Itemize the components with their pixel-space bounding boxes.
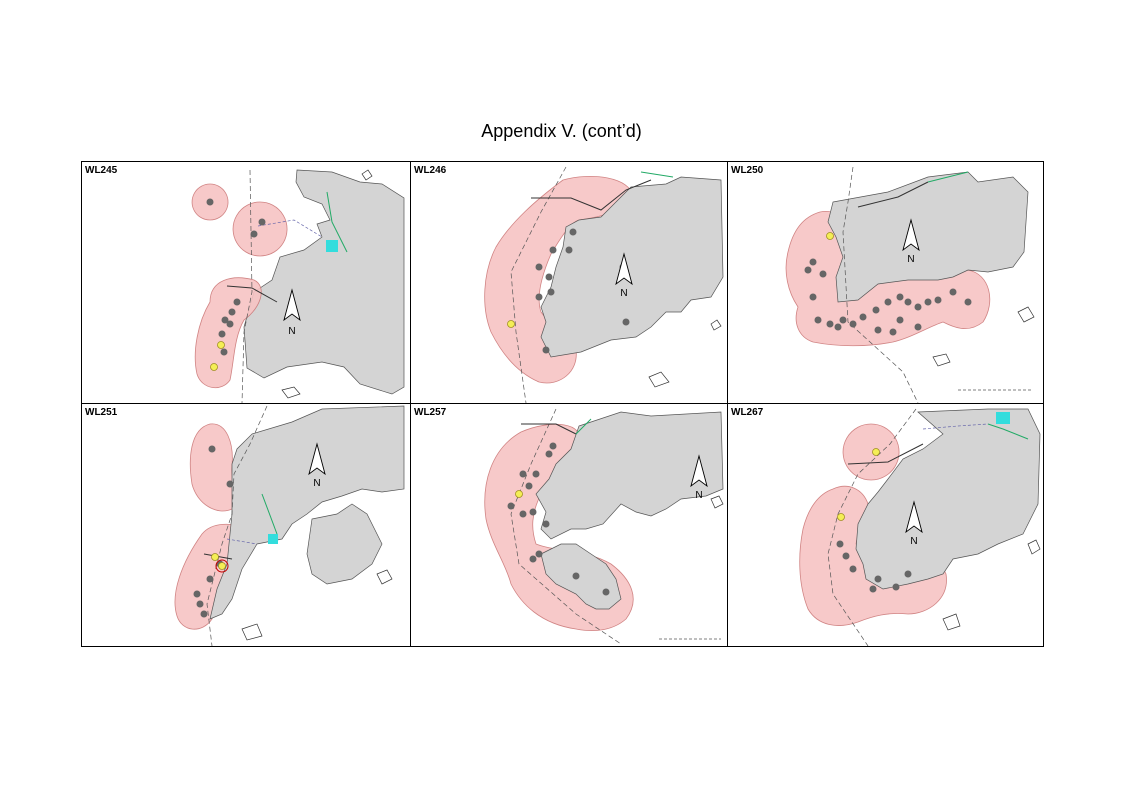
land-mass — [243, 169, 405, 395]
highlighted-points — [515, 490, 523, 498]
north-arrow: N — [690, 454, 708, 501]
highlighted-points — [211, 553, 226, 570]
page-title: Appendix V. (cont’d) — [481, 121, 642, 141]
road-line — [521, 423, 577, 435]
road-line — [640, 171, 674, 178]
map: N — [191, 169, 405, 403]
map-panel-wl245: WL245 N — [82, 162, 410, 403]
boundary-line — [922, 423, 989, 430]
north-arrow: N — [902, 218, 920, 265]
highlighted-points — [507, 320, 515, 328]
north-arrow: N — [615, 252, 633, 299]
panel-label: WL257 — [414, 407, 447, 418]
island — [648, 371, 670, 388]
grid-divider — [727, 162, 728, 646]
grid-divider — [82, 403, 1043, 404]
north-arrow-label: N — [313, 478, 320, 489]
north-arrow-label: N — [695, 490, 702, 501]
boundary-line — [510, 408, 622, 645]
road-line — [857, 181, 929, 208]
map-panel-wl246: WL246 N — [411, 162, 727, 403]
island — [932, 353, 951, 367]
sighting-points — [804, 258, 972, 336]
north-arrow-label: N — [620, 288, 627, 299]
land-mass — [209, 405, 405, 620]
road-line — [261, 493, 278, 535]
island — [710, 319, 722, 331]
north-arrow-label: N — [907, 254, 914, 265]
island — [710, 495, 724, 509]
reclamation-area — [996, 412, 1010, 424]
map: N — [484, 166, 724, 403]
map-panel-wl267: WL267 N — [728, 404, 1043, 646]
road-line — [575, 418, 592, 435]
land-mass — [540, 543, 622, 610]
road-line — [987, 423, 1029, 440]
road-line — [531, 179, 652, 211]
land-mass — [540, 176, 724, 358]
boundary-line — [842, 166, 919, 403]
panel-label: WL267 — [731, 407, 764, 418]
land-mass — [306, 503, 383, 585]
sighting-points — [193, 445, 234, 618]
road-line — [847, 443, 924, 465]
boundary-line — [510, 166, 567, 403]
reclamation-area — [326, 240, 338, 252]
sighting-points — [836, 540, 912, 593]
island — [376, 569, 393, 585]
map: N — [174, 405, 405, 646]
island — [942, 613, 961, 631]
map: N — [484, 408, 724, 645]
highlighted-points — [826, 232, 834, 240]
boundary-line — [257, 219, 323, 238]
road-line — [226, 285, 278, 303]
map-panel-wl257: WL257 N — [411, 404, 727, 646]
island — [1027, 539, 1041, 555]
island — [361, 169, 373, 181]
map: N — [785, 166, 1035, 403]
home-range-polygon — [232, 201, 288, 257]
land-mass — [827, 171, 1029, 303]
home-range-polygon — [842, 423, 900, 481]
home-range-polygon — [194, 277, 262, 388]
land-mass — [535, 411, 724, 540]
map-panel-wl250: WL250 — [728, 162, 1043, 403]
north-arrow: N — [905, 500, 923, 547]
highlighted-points — [837, 448, 880, 521]
reclamation-area — [268, 534, 278, 544]
map-panel-wl251: WL251 N — [82, 404, 410, 646]
panel-label: WL245 — [85, 165, 118, 176]
north-arrow: N — [283, 288, 301, 337]
highlighted-points — [210, 341, 225, 371]
north-arrow-label: N — [910, 536, 917, 547]
highlighted-ring — [215, 559, 229, 573]
boundary-line — [827, 408, 917, 646]
map: N — [799, 408, 1041, 646]
road-line — [927, 171, 969, 183]
panel-label: WL250 — [731, 165, 764, 176]
island — [1017, 306, 1035, 323]
boundary-line — [206, 405, 268, 646]
north-arrow-label: N — [288, 326, 295, 337]
island — [281, 386, 301, 399]
map-panel-grid: WL245 N — [81, 161, 1044, 647]
road-line — [326, 191, 348, 253]
panel-label: WL251 — [85, 407, 118, 418]
home-range-polygon — [189, 423, 237, 512]
north-arrow: N — [308, 442, 326, 489]
panel-label: WL246 — [414, 165, 447, 176]
sighting-points — [507, 442, 610, 596]
boundary-line — [226, 538, 258, 545]
sighting-points — [206, 198, 266, 356]
grid-divider — [410, 162, 411, 646]
island — [241, 623, 263, 641]
